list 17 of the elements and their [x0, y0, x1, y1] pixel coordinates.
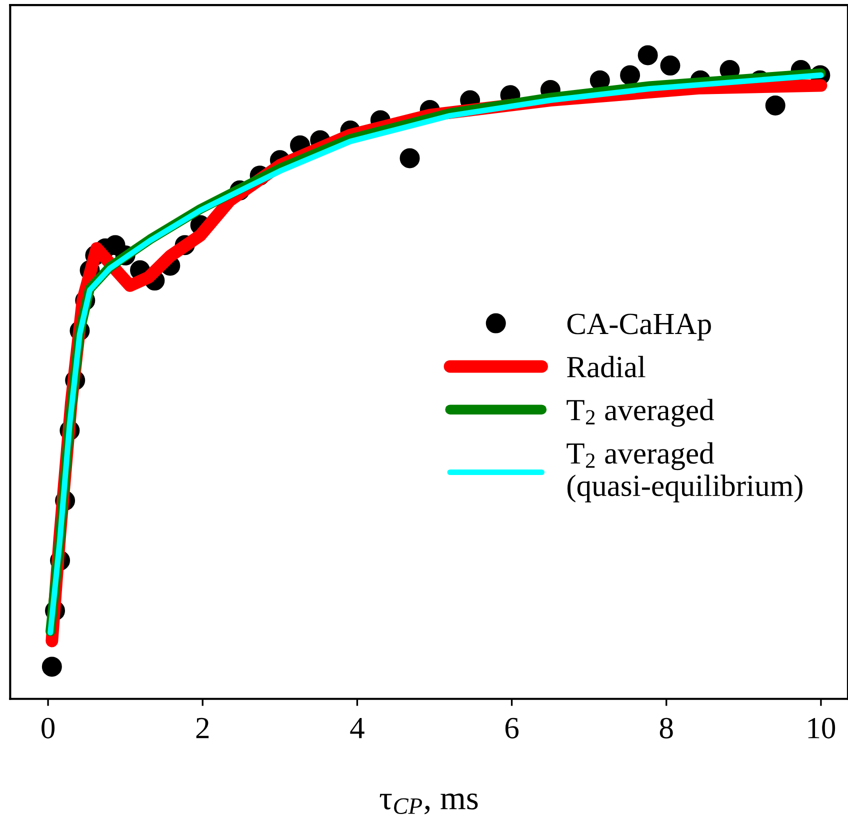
x-tick-label: 0	[42, 718, 55, 738]
legend-label: T$_{2}$ averaged (quasi-equilibrium)	[566, 442, 802, 502]
legend-label: Radial	[567, 356, 646, 378]
x-tick-label: 2	[196, 718, 209, 738]
point	[660, 56, 680, 76]
x-axis-title: τ$_{CP}$, ms	[380, 793, 478, 814]
point	[765, 95, 786, 116]
point	[400, 148, 420, 168]
x-tick-label: 6	[505, 718, 519, 738]
point	[638, 45, 658, 66]
x-tick-label: 10	[808, 718, 836, 738]
point	[620, 65, 640, 86]
legend-label: T$_{2}$ averaged	[566, 398, 714, 427]
legend-label: CA-CaHAp	[567, 314, 711, 340]
x-tick-label: 8	[660, 718, 673, 738]
point	[42, 656, 62, 677]
x-tick-label: 4	[350, 718, 364, 738]
